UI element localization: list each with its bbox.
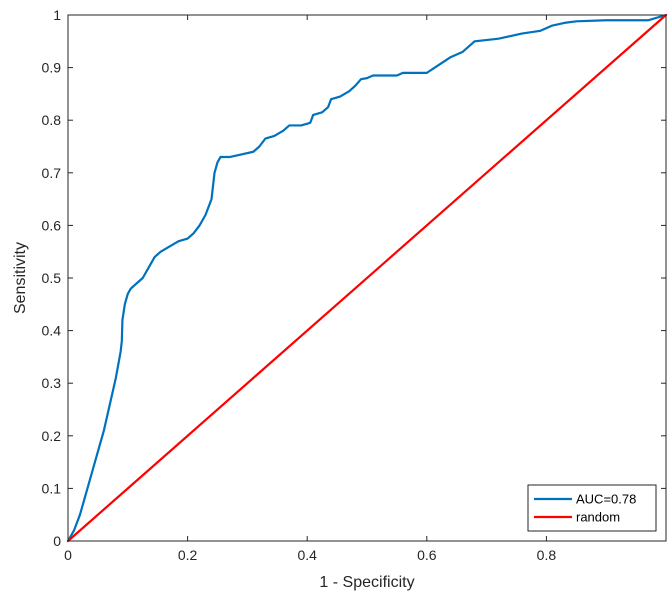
series-layer — [66, 13, 668, 543]
legend: AUC=0.78 random — [527, 484, 657, 532]
x-tick-label: 0.4 — [297, 547, 317, 563]
y-tick-label: 0.2 — [42, 428, 62, 444]
y-tick-label: 0.8 — [42, 112, 62, 128]
y-tick-label: 0.9 — [42, 60, 62, 76]
legend-label: AUC=0.78 — [576, 492, 636, 507]
y-tick-label: 0 — [53, 533, 61, 549]
y-tick-label: 0.1 — [42, 480, 62, 496]
y-tick-label: 0.4 — [42, 323, 62, 339]
y-tick-label: 0.6 — [42, 217, 62, 233]
y-tick-label: 0.7 — [42, 165, 62, 181]
legend-box — [527, 484, 657, 532]
x-tick-label: 0.2 — [178, 547, 198, 563]
x-tick-label: 0.6 — [417, 547, 437, 563]
y-tick-label: 0.3 — [42, 375, 62, 391]
y-tick-label: 1 — [53, 7, 61, 23]
series-line-roc — [66, 13, 668, 543]
x-tick-label: 0 — [64, 547, 72, 563]
x-tick-label: 0.8 — [537, 547, 557, 563]
legend-label: random — [576, 510, 620, 525]
y-axis-label: Sensitivity — [12, 242, 29, 314]
y-tick-label: 0.5 — [42, 270, 62, 286]
x-axis-label: 1 - Specificity — [319, 574, 414, 591]
ticks-layer: 0 0.2 0.4 0.6 0.8 0 0.1 0.2 0.3 0.4 0.5 0.6 0.7 0.8 0.… — [42, 7, 666, 563]
series-line-random — [66, 13, 668, 543]
